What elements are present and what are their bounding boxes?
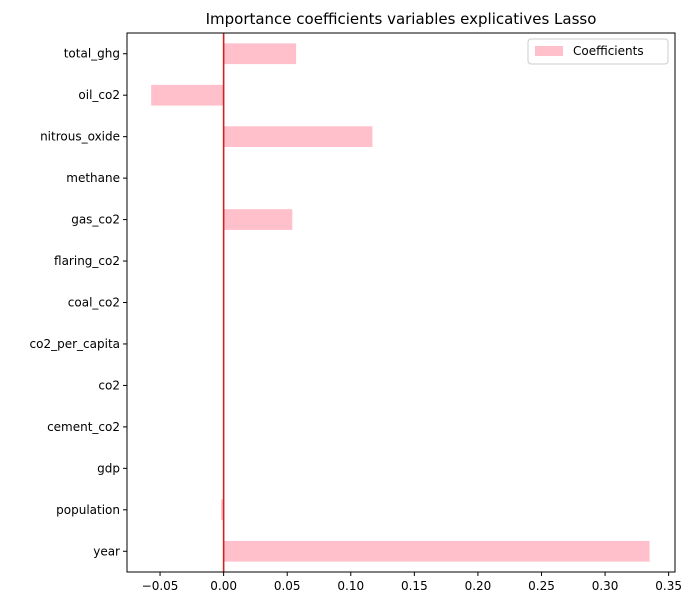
plot-frame	[126, 32, 676, 573]
y-axis-ticks: year population gdp cement_co2 co2 co2_per_ca…	[30, 47, 127, 558]
legend-label: Coefficients	[573, 44, 644, 58]
bar-year	[223, 540, 650, 562]
x-tick-label: 0.25	[528, 579, 555, 593]
y-tick-label-population: population	[56, 503, 120, 517]
bar-population	[221, 499, 224, 521]
y-tick-label-gas_co2: gas_co2	[71, 213, 120, 227]
y-tick-label-oil_co2: oil_co2	[78, 88, 120, 102]
legend: Coefficients	[527, 38, 669, 65]
y-tick-label-co2_per_capita: co2_per_capita	[30, 337, 120, 351]
bar-total_ghg	[223, 43, 297, 65]
legend-box	[527, 38, 669, 65]
y-tick-label-methane: methane	[66, 171, 120, 185]
y-tick-label-co2: co2	[98, 378, 120, 392]
legend-swatch	[535, 46, 563, 56]
y-tick-label-year: year	[93, 544, 120, 558]
x-tick-label: 0.15	[401, 579, 428, 593]
bar-oil_co2	[151, 84, 224, 106]
chart-title: Importance coefficients variables explic…	[206, 10, 597, 28]
x-axis-ticks: −0.05 0.00 0.05 0.10 0.15 0.20 0.25 0.30 0.35	[142, 572, 682, 593]
x-tick-label: 0.10	[337, 579, 364, 593]
y-tick-label-total_ghg: total_ghg	[64, 47, 120, 61]
x-tick-label: −0.05	[142, 579, 179, 593]
y-tick-label-flaring_co2: flaring_co2	[54, 254, 120, 268]
bars-layer	[151, 43, 650, 562]
y-tick-label-coal_co2: coal_co2	[68, 296, 120, 310]
x-tick-label: 0.00	[210, 579, 237, 593]
y-tick-label-gdp: gdp	[97, 461, 120, 475]
bar-gas_co2	[223, 209, 293, 230]
x-tick-label: 0.20	[465, 579, 492, 593]
x-tick-label: 0.35	[655, 579, 682, 593]
y-tick-label-nitrous_oxide: nitrous_oxide	[40, 130, 120, 144]
x-tick-label: 0.05	[274, 579, 301, 593]
y-tick-label-cement_co2: cement_co2	[47, 420, 120, 434]
bar-nitrous_oxide	[223, 126, 373, 148]
x-tick-label: 0.30	[592, 579, 619, 593]
